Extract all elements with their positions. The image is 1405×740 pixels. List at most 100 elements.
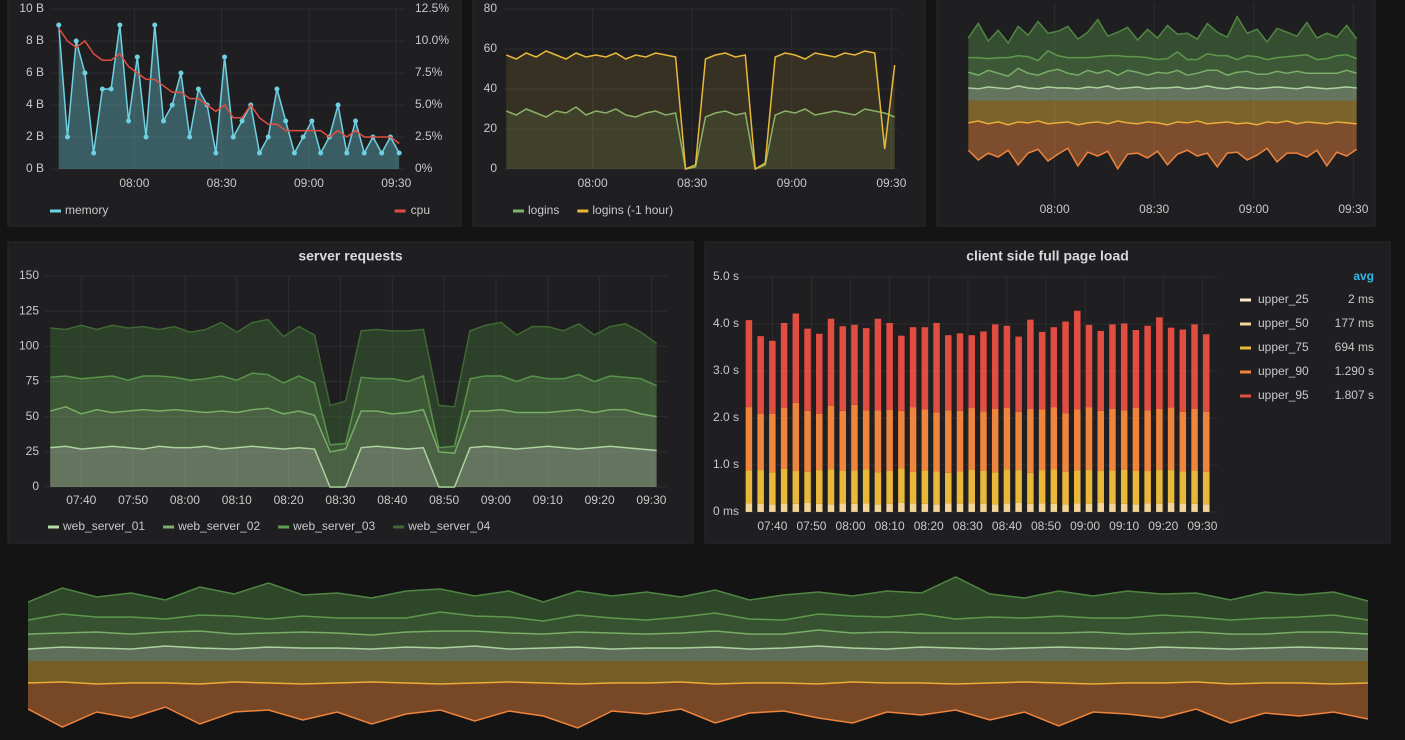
data-point bbox=[291, 150, 297, 156]
x-tick-label: 09:00 bbox=[777, 176, 807, 190]
series-line bbox=[968, 85, 1357, 90]
bar-segment bbox=[1097, 502, 1104, 512]
bar-segment bbox=[921, 470, 929, 504]
bar-segment bbox=[804, 328, 811, 411]
bar-segment bbox=[1132, 330, 1140, 408]
x-tick-label: 07:50 bbox=[118, 493, 148, 507]
y-tick-label: 125 bbox=[19, 303, 39, 317]
bar-segment bbox=[1097, 330, 1104, 411]
legend-value: 177 ms bbox=[1335, 316, 1374, 330]
bar-segment bbox=[945, 335, 952, 411]
x-tick-label: 09:00 bbox=[1070, 519, 1100, 533]
data-point bbox=[117, 22, 123, 28]
bar-segment bbox=[1203, 471, 1210, 505]
y-tick-label: 0 B bbox=[26, 161, 44, 175]
bar-segment bbox=[839, 471, 846, 504]
bar-segment bbox=[839, 503, 846, 512]
bar-segment bbox=[1132, 471, 1140, 505]
bar-segment bbox=[745, 407, 753, 471]
series-line bbox=[28, 629, 1368, 636]
area-fill bbox=[58, 25, 400, 169]
x-tick-label: 08:50 bbox=[429, 493, 459, 507]
plot bbox=[745, 276, 1218, 513]
legend-label: upper_95 bbox=[1258, 388, 1309, 402]
bar-segment bbox=[1156, 317, 1163, 409]
data-point bbox=[335, 102, 341, 108]
bar-segment bbox=[1074, 409, 1081, 471]
bar-segment bbox=[816, 470, 823, 504]
y-tick-label: 10 B bbox=[19, 1, 44, 15]
x-tick-label: 08:10 bbox=[875, 519, 905, 533]
bar-segment bbox=[945, 410, 952, 473]
bar-segment bbox=[1167, 470, 1175, 503]
bar-segment bbox=[1050, 407, 1058, 470]
bar-segment bbox=[968, 408, 975, 470]
y2-tick-label: 7.5% bbox=[415, 65, 443, 79]
bar-segment bbox=[816, 333, 823, 414]
bar-segment bbox=[1144, 471, 1151, 504]
y-tick-label: 0 bbox=[32, 479, 39, 493]
plot bbox=[45, 275, 667, 488]
series-line bbox=[50, 372, 657, 449]
x-tick-label: 09:30 bbox=[1338, 202, 1368, 216]
x-tick-label: 08:00 bbox=[836, 519, 866, 533]
series-line bbox=[968, 49, 1357, 62]
legend-swatch bbox=[577, 209, 589, 213]
data-point bbox=[187, 134, 193, 140]
area-fill bbox=[968, 85, 1357, 101]
series-line bbox=[28, 706, 1368, 729]
data-point bbox=[222, 54, 228, 60]
bar-segment bbox=[780, 322, 788, 408]
data-point bbox=[230, 134, 236, 140]
bar-segment bbox=[991, 472, 999, 505]
legend-label: web_server_04 bbox=[407, 519, 490, 533]
bar-segment bbox=[1144, 410, 1151, 472]
bar-segment bbox=[1191, 324, 1198, 409]
bar-segment bbox=[745, 503, 753, 512]
bar-segment bbox=[968, 503, 975, 512]
bar-segment bbox=[1120, 469, 1128, 504]
x-tick-label: 08:10 bbox=[222, 493, 252, 507]
legend-swatch bbox=[513, 209, 524, 213]
bar-segment bbox=[933, 471, 940, 505]
legend-swatch bbox=[163, 525, 175, 529]
legend-label: upper_90 bbox=[1258, 364, 1309, 378]
area-fill bbox=[506, 107, 895, 169]
bar-segment bbox=[851, 404, 858, 471]
series-line bbox=[49, 406, 657, 455]
legend-swatch bbox=[1240, 322, 1251, 326]
bar-segment bbox=[1015, 411, 1022, 471]
y-tick-label: 0 ms bbox=[713, 504, 739, 518]
data-point bbox=[283, 118, 289, 124]
bar-segment bbox=[1179, 471, 1187, 504]
y2-tick-label: 0% bbox=[415, 161, 433, 175]
bar-segment bbox=[804, 471, 811, 503]
series-line bbox=[506, 50, 896, 170]
x-tick-label: 08:30 bbox=[677, 176, 707, 190]
bar-segment bbox=[1109, 470, 1116, 504]
data-point bbox=[152, 22, 158, 28]
bar-segment bbox=[1074, 470, 1081, 504]
bar-segment bbox=[757, 336, 764, 414]
bar-segment bbox=[1156, 470, 1163, 504]
data-point bbox=[396, 150, 402, 156]
x-tick-label: 08:30 bbox=[207, 176, 237, 190]
y-tick-label: 100 bbox=[19, 339, 39, 353]
bar-segment bbox=[1062, 471, 1069, 505]
bar-segment bbox=[968, 335, 975, 409]
y2-tick-label: 10.0% bbox=[415, 33, 449, 47]
bar-segment bbox=[769, 472, 776, 505]
bar-segment bbox=[1050, 469, 1058, 504]
data-point bbox=[64, 134, 70, 140]
bar-segment bbox=[909, 503, 917, 512]
panel bbox=[472, 0, 926, 227]
x-tick-label: 09:30 bbox=[1187, 519, 1217, 533]
area-fill bbox=[968, 100, 1357, 125]
bar-segment bbox=[991, 408, 999, 473]
bar-segment bbox=[757, 470, 764, 504]
series-line bbox=[58, 27, 400, 145]
x-tick-label: 08:00 bbox=[1040, 202, 1070, 216]
bar-segment bbox=[980, 471, 987, 504]
bar-segment bbox=[980, 331, 987, 412]
bar-segment bbox=[1109, 408, 1116, 471]
